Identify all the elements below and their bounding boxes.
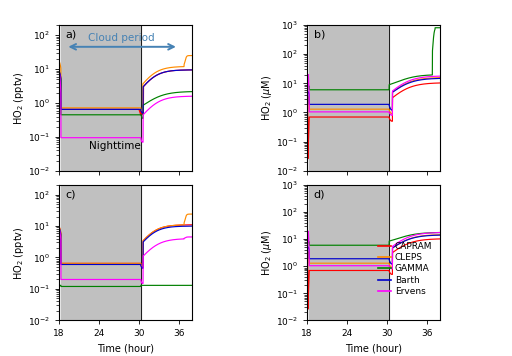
Text: a): a) [66,29,77,39]
Y-axis label: HO$_2$ ($\mu$M): HO$_2$ ($\mu$M) [261,230,274,276]
Bar [61,185,141,320]
Bar [309,25,389,171]
X-axis label: Time (hour): Time (hour) [97,344,154,354]
Bar [309,185,389,320]
Y-axis label: HO$_2$ ($\mu$M): HO$_2$ ($\mu$M) [261,75,274,121]
Text: b): b) [314,29,325,39]
Text: Nighttime: Nighttime [89,141,141,151]
Text: c): c) [66,189,76,199]
Legend: CAPRAM, CLEPS, GAMMA, Barth, Ervens: CAPRAM, CLEPS, GAMMA, Barth, Ervens [374,239,436,300]
Y-axis label: HO$_2$ (pptv): HO$_2$ (pptv) [12,71,26,125]
Y-axis label: HO$_2$ (pptv): HO$_2$ (pptv) [12,226,26,279]
Text: Cloud period: Cloud period [88,33,155,43]
Bar [61,25,141,171]
Text: d): d) [314,189,325,199]
X-axis label: Time (hour): Time (hour) [345,344,402,354]
